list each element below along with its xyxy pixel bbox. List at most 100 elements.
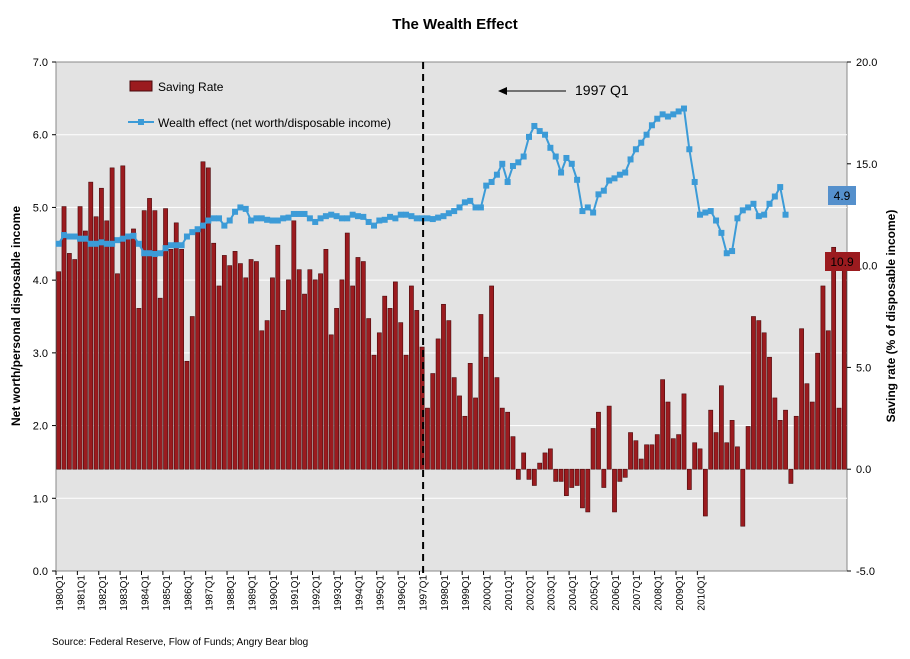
saving-rate-bar (558, 468, 564, 482)
annotation-arrow-head (498, 87, 507, 95)
wealth-effect-point (643, 131, 650, 138)
wealth-effect-point (611, 175, 618, 182)
saving-rate-bar (56, 271, 62, 470)
saving-rate-bar (478, 314, 484, 470)
saving-rate-bar (430, 373, 436, 470)
wealth-effect-point (456, 204, 463, 211)
x-tick-label: 2000Q1 (483, 575, 494, 611)
wealth-effect-point (226, 217, 233, 224)
wealth-effect-point (306, 215, 313, 222)
saving-rate-bar (462, 415, 468, 470)
saving-rate-bar (376, 332, 382, 470)
saving-rate-bar (547, 448, 553, 470)
left-tick-label: 3.0 (33, 348, 48, 360)
wealth-effect-point (392, 215, 399, 222)
saving-rate-bar (275, 244, 281, 470)
legend-label-wealth-effect: Wealth effect (net worth/disposable inco… (158, 116, 391, 130)
x-tick-label: 1994Q1 (354, 575, 365, 611)
wealth-effect-point (718, 229, 725, 236)
saving-rate-bar (371, 354, 377, 470)
saving-rate-bar (622, 468, 628, 478)
saving-rate-bar (109, 167, 115, 470)
x-tick-label: 1982Q1 (98, 575, 109, 611)
saving-rate-bar (670, 438, 676, 470)
x-axis-ticks: 1980Q1 1981Q1 1982Q1 1983Q1 1984Q1 1985Q1 1986… (55, 571, 707, 611)
wealth-effect-point (130, 232, 137, 239)
wealth-effect-point (237, 204, 244, 211)
saving-rate-bar (542, 452, 548, 470)
wealth-effect-point (467, 197, 474, 204)
saving-rate-bar (745, 426, 751, 470)
saving-rate-bar (419, 346, 425, 470)
saving-rate-bar (644, 444, 649, 470)
x-tick-label: 2001Q1 (504, 575, 515, 611)
chart-title: The Wealth Effect (392, 16, 518, 33)
saving-rate-bar (425, 407, 430, 470)
saving-rate-bar (280, 310, 286, 470)
left-tick-label: 4.0 (33, 275, 48, 287)
right-tick-label: 0.0 (856, 464, 871, 476)
right-tick-label: 10.0 (856, 261, 877, 273)
saving-rate-bar (296, 269, 302, 470)
wealth-effect-point (648, 122, 655, 129)
saving-rate-bar (403, 354, 409, 470)
x-tick-label: 1980Q1 (55, 575, 66, 611)
wealth-effect-point (280, 215, 287, 222)
wealth-effect-point (782, 211, 789, 218)
saving-rate-bar (435, 338, 441, 470)
wealth-effect-point (761, 211, 768, 218)
wealth-effect-point (354, 213, 361, 220)
saving-rate-bar (366, 318, 372, 470)
saving-rate-bar (446, 320, 452, 470)
saving-rate-bar (227, 265, 233, 470)
legend-label-saving-rate: Saving Rate (158, 80, 224, 94)
saving-rate-bar (596, 411, 601, 470)
wealth-effect-point (707, 208, 714, 215)
end-label-saving-box (825, 252, 860, 271)
x-tick-label: 1989Q1 (247, 575, 258, 611)
wealth-effect-point (477, 204, 484, 211)
saving-rate-bar (77, 206, 83, 470)
saving-rate-bar (494, 377, 500, 470)
left-axis-title: Net worth/personal disposable income (9, 206, 23, 426)
wealth-effect-point (274, 217, 281, 224)
left-tick-label: 5.0 (33, 202, 48, 214)
saving-rate-bar (120, 165, 126, 470)
wealth-effect-point (146, 250, 153, 257)
saving-rate-bar (499, 407, 505, 470)
saving-rate-bar (783, 409, 788, 470)
saving-rate-bar (307, 269, 313, 470)
wealth-effect-point (606, 177, 613, 184)
x-tick-label: 1981Q1 (76, 575, 87, 611)
saving-rate-bar (767, 356, 772, 470)
saving-rate-bar (697, 448, 703, 470)
wealth-effect-point (771, 193, 778, 200)
wealth-effect-point (312, 218, 319, 225)
x-tick-label: 1995Q1 (376, 575, 387, 611)
saving-rate-bar (820, 285, 826, 470)
wealth-effect-point (55, 240, 62, 247)
x-tick-label: 1986Q1 (183, 575, 194, 611)
wealth-effect-point (199, 222, 206, 229)
saving-rate-bar (756, 320, 762, 470)
saving-rate-bar (740, 468, 746, 527)
saving-rate-bar (104, 220, 110, 470)
wealth-effect-point (322, 213, 329, 220)
wealth-effect-point (558, 169, 565, 176)
wealth-effect-point (344, 215, 351, 222)
saving-rate-bar (628, 432, 633, 470)
saving-rate-bar (580, 468, 585, 509)
wealth-effect-point (670, 111, 677, 118)
wealth-effect-point (440, 213, 447, 220)
saving-rate-bar (612, 468, 617, 513)
wealth-effect-point (659, 111, 666, 118)
saving-rate-bar (761, 332, 767, 470)
saving-rate-bar (232, 251, 238, 470)
saving-rate-bar (205, 167, 211, 470)
saving-rate-bar (61, 206, 67, 470)
saving-rate-bar (152, 210, 158, 470)
right-axis-title: Saving rate (% of disposable income) (884, 210, 898, 423)
wealth-effect-point (296, 210, 303, 217)
saving-rate-bar (350, 285, 356, 470)
wealth-effect-point (376, 217, 383, 224)
